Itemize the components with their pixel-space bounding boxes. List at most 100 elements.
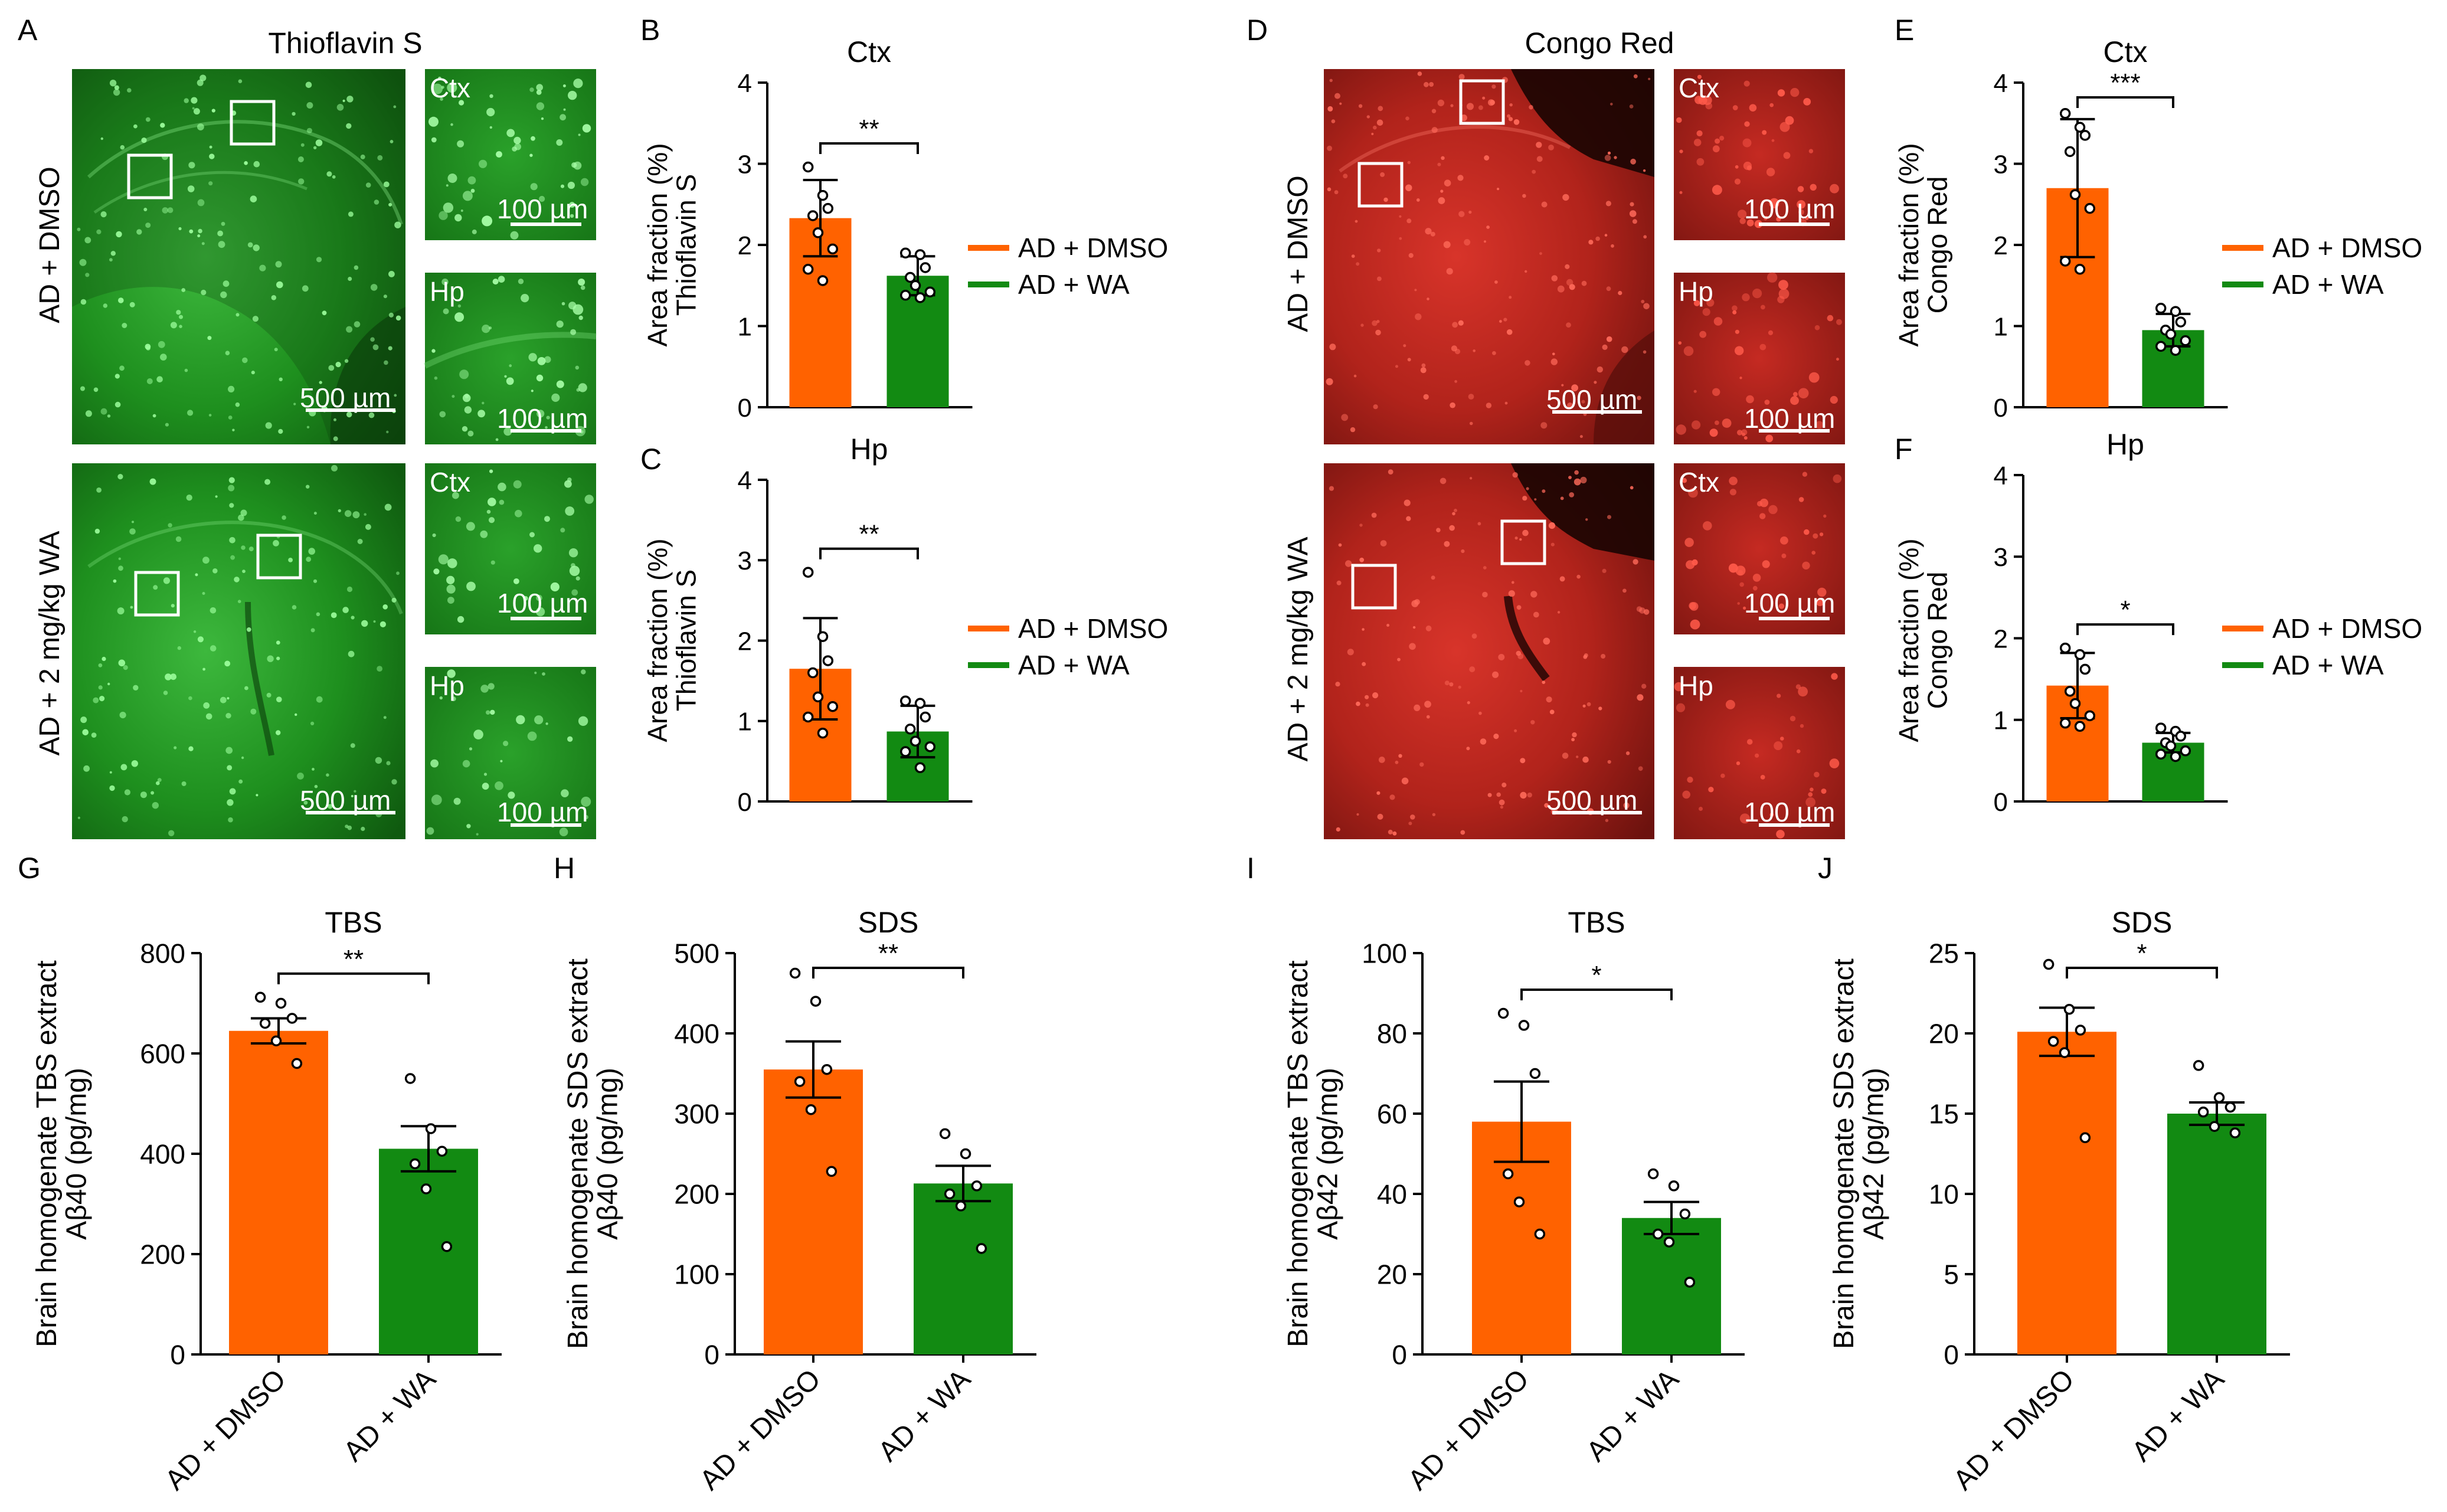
- plaque-spot: [346, 326, 353, 333]
- plaque-spot: [454, 312, 464, 322]
- plaque-spot: [1343, 174, 1348, 179]
- plaque-spot: [529, 153, 533, 157]
- plaque-spot: [266, 692, 271, 698]
- plaque-spot: [1522, 496, 1527, 501]
- plaque-spot: [113, 579, 117, 583]
- plaque-spot: [351, 616, 355, 620]
- plaque-spot: [466, 522, 475, 531]
- data-point: [2069, 189, 2081, 200]
- y-tick-label: 800: [140, 938, 185, 969]
- plaque-spot: [1817, 587, 1827, 597]
- plaque-spot: [530, 183, 538, 191]
- plaque-spot: [229, 788, 236, 795]
- data-point: [924, 286, 936, 297]
- y-tick-label: 4: [738, 69, 752, 98]
- plaque-spot: [1569, 492, 1575, 498]
- plaque-spot: [124, 789, 130, 796]
- plaque-spot: [328, 804, 333, 809]
- plaque-spot: [1527, 792, 1532, 798]
- plaque-spot: [388, 202, 392, 207]
- plaque-spot: [1520, 758, 1526, 764]
- plaque-spot: [1769, 103, 1774, 107]
- plaque-spot: [1579, 435, 1583, 438]
- plaque-spot: [556, 139, 563, 146]
- plaque-spot: [1808, 149, 1814, 153]
- plaque-spot: [1440, 477, 1447, 485]
- plaque-spot: [240, 509, 247, 516]
- plaque-spot: [151, 791, 155, 795]
- plaque-spot: [1682, 478, 1687, 483]
- plaque-spot: [348, 650, 355, 657]
- bar-wa: [379, 1148, 478, 1354]
- plaque-spot: [380, 621, 387, 627]
- plaque-spot: [550, 582, 560, 592]
- data-point: [1684, 1277, 1696, 1288]
- plaque-spot: [581, 796, 591, 807]
- plaque-spot: [310, 628, 315, 633]
- plaque-spot: [431, 349, 436, 353]
- plaque-spot: [94, 528, 100, 534]
- legend-label: AD + DMSO: [1018, 233, 1168, 263]
- chart-e: E Ctx 0 1 2 3 4 Area fraction (%)Congo Red *** AD…: [1893, 14, 2422, 423]
- plaque-spot: [313, 512, 317, 515]
- plaque-spot: [428, 116, 439, 127]
- data-point: [904, 724, 916, 735]
- plaque-spot: [1560, 496, 1564, 500]
- plaque-spot: [1473, 349, 1476, 352]
- plaque-spot: [1377, 813, 1383, 820]
- plaque-spot: [1514, 536, 1518, 540]
- plaque-spot: [129, 302, 135, 307]
- data-point: [1497, 1007, 1509, 1019]
- plaque-spot: [469, 747, 473, 751]
- plaque-spot: [248, 546, 254, 552]
- plaque-spot: [1407, 358, 1411, 362]
- plaque-spot: [383, 294, 388, 299]
- plaque-spot: [1712, 145, 1720, 153]
- region-label-ctx: Ctx: [1679, 467, 1719, 498]
- plaque-spot: [93, 697, 99, 703]
- plaque-spot: [1827, 315, 1834, 322]
- plaque-spot: [1741, 429, 1748, 436]
- plaque-spot: [1765, 434, 1774, 443]
- plaque-spot: [1437, 162, 1441, 166]
- plaque-spot: [1735, 346, 1744, 355]
- plaque-spot: [209, 145, 212, 149]
- y-tick-label: 60: [1377, 1099, 1407, 1130]
- plaque-spot: [1601, 654, 1606, 659]
- data-point: [904, 271, 916, 283]
- plaque-spot: [250, 708, 257, 715]
- plaque-spot: [482, 783, 489, 790]
- roi-box-ctx: [1459, 79, 1505, 125]
- plaque-spot: [302, 285, 309, 292]
- data-point: [2047, 1036, 2059, 1047]
- plaque-spot: [372, 344, 379, 351]
- y-tick-label: 0: [170, 1340, 185, 1370]
- plaque-spot: [1546, 696, 1552, 703]
- plaque-spot: [93, 387, 99, 392]
- plaque-spot: [98, 685, 103, 690]
- plaque-spot: [567, 181, 575, 189]
- plaque-spot: [188, 162, 195, 169]
- plaque-spot: [1621, 346, 1628, 354]
- plaque-spot: [326, 773, 329, 777]
- data-point: [2079, 663, 2091, 675]
- y-tick-label: 0: [1994, 788, 2008, 817]
- plaque-spot: [118, 659, 126, 667]
- plaque-spot: [1602, 344, 1608, 351]
- plaque-spot: [344, 359, 349, 363]
- plaque-spot: [1355, 220, 1358, 223]
- plaque-spot: [383, 181, 390, 188]
- plaque-spot: [1508, 117, 1513, 122]
- plaque-spot: [571, 589, 578, 596]
- plaque-spot: [1762, 560, 1770, 568]
- plaque-spot: [1356, 262, 1360, 266]
- plaque-spot: [516, 715, 525, 725]
- panel-letter: G: [18, 852, 41, 885]
- chart-title: SDS: [2112, 906, 2173, 939]
- plaque-spot: [313, 579, 318, 583]
- plaque-spot: [1712, 185, 1722, 195]
- plaque-spot: [1529, 104, 1533, 110]
- plaque-spot: [536, 410, 545, 418]
- plaque-spot: [1513, 119, 1520, 125]
- plaque-spot: [1359, 523, 1363, 527]
